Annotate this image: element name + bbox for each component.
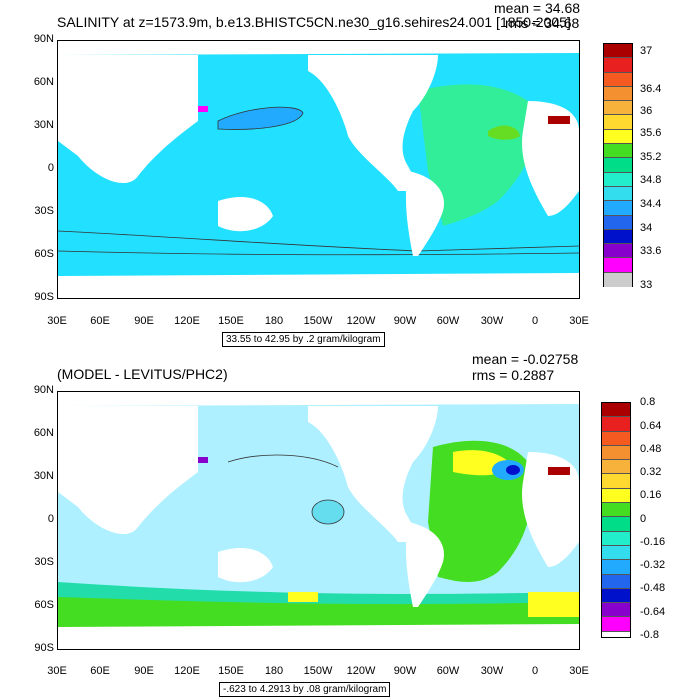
panel2-ytick: 90N bbox=[33, 384, 54, 396]
panel1-y-axis: 90N 60N 30N 0 30S 60S 90S bbox=[18, 33, 54, 303]
panel1-xtick: 120W bbox=[346, 315, 376, 327]
panel2-title: (MODEL - LEVITUS/PHC2) bbox=[57, 366, 228, 382]
panel2-colorbar-label: 0 bbox=[640, 513, 647, 525]
panel1-colorbar-label: 33.6 bbox=[640, 245, 662, 257]
panel1-colorbar-label: 33 bbox=[640, 279, 653, 291]
panel1-ytick: 0 bbox=[47, 162, 54, 174]
panel2-xtick: 0 bbox=[531, 665, 539, 677]
south-america bbox=[405, 171, 444, 256]
panel1-map-svg bbox=[58, 41, 579, 298]
panel2-map-svg bbox=[58, 392, 579, 649]
panel2-ytick: 90S bbox=[34, 642, 54, 654]
panel2-ytick: 30S bbox=[34, 556, 54, 568]
panel2-map bbox=[57, 391, 580, 650]
panel1-colorbar-label: 37 bbox=[640, 45, 653, 57]
arctic-land bbox=[58, 41, 579, 55]
panel2-xtick: 30E bbox=[47, 665, 67, 677]
panel1-mean: mean = 34.68 bbox=[494, 0, 581, 16]
panel1-ytick: 30N bbox=[33, 119, 54, 131]
panel2-xtick: 30E bbox=[569, 665, 589, 677]
panel1-colorbar-label: 34.4 bbox=[640, 198, 662, 210]
panel2-rms: rms = 0.2887 bbox=[472, 367, 555, 383]
panel1-xtick: 150W bbox=[303, 315, 333, 327]
panel2-colorbar-label: -0.64 bbox=[640, 606, 666, 618]
panel2-colorbar bbox=[601, 402, 631, 638]
panel2-range-label: -.623 to 4.2913 by .08 gram/kilogram bbox=[219, 682, 391, 697]
panel2-xtick: 150W bbox=[303, 665, 333, 677]
north-america bbox=[308, 55, 438, 191]
panel1-title: SALINITY at z=1573.9m, b.e13.BHISTC5CN.n… bbox=[57, 14, 571, 30]
panel2-colorbar-label: 0.48 bbox=[640, 443, 662, 455]
panel1-xtick: 60W bbox=[436, 315, 460, 327]
panel2-ytick: 60N bbox=[33, 427, 54, 439]
panel1-xtick: 30W bbox=[480, 315, 504, 327]
panel1-xtick: 150E bbox=[218, 315, 244, 327]
panel2-xtick: 120E bbox=[174, 665, 200, 677]
panel2-y-axis: 90N 60N 30N 0 30S 60S 90S bbox=[18, 384, 54, 654]
panel2-xtick: 60W bbox=[436, 665, 460, 677]
panel2-xtick: 90W bbox=[393, 665, 417, 677]
antarctica bbox=[58, 273, 579, 298]
panel2-colorbar-label: -0.48 bbox=[640, 582, 666, 594]
panel1-colorbar-label: 34.8 bbox=[640, 174, 662, 186]
panel1-xtick: 30E bbox=[569, 315, 589, 327]
panel1-x-axis: 30E 60E 90E 120E 150E 180 150W 120W 90W … bbox=[47, 315, 589, 329]
panel1-ytick: 60N bbox=[33, 76, 54, 88]
panel2-mean: mean = -0.02758 bbox=[472, 351, 579, 367]
panel1-ytick: 60S bbox=[34, 248, 54, 260]
panel2-colorbar-label: 0.8 bbox=[640, 396, 656, 408]
panel2-colorbar-label: -0.8 bbox=[640, 629, 659, 641]
panel1-map bbox=[57, 40, 580, 299]
panel1-rms: rms = 34.68 bbox=[505, 15, 580, 31]
panel1-ytick: 30S bbox=[34, 205, 54, 217]
panel2-colorbar-label: -0.32 bbox=[640, 559, 666, 571]
panel2-x-axis: 30E 60E 90E 120E 150E 180 150W 120W 90W … bbox=[47, 665, 589, 679]
panel2-colorbar-label: -0.16 bbox=[640, 536, 666, 548]
panel2-ytick: 0 bbox=[47, 513, 54, 525]
panel1-xtick: 0 bbox=[531, 315, 539, 327]
atlantic-high-salinity bbox=[418, 84, 537, 226]
panel1-range-label: 33.55 to 42.95 by .2 gram/kilogram bbox=[222, 332, 385, 347]
panel1-colorbar-label: 34 bbox=[640, 222, 653, 234]
australia bbox=[218, 196, 273, 232]
africa bbox=[522, 101, 579, 216]
panel2-xtick: 60E bbox=[90, 665, 110, 677]
panel2-xtick: 90E bbox=[134, 665, 154, 677]
panel2-colorbar-label: 0.32 bbox=[640, 466, 662, 478]
panel1-xtick: 120E bbox=[174, 315, 200, 327]
panel2-ytick: 60S bbox=[34, 599, 54, 611]
panel2-xtick: 30W bbox=[480, 665, 504, 677]
panel1-colorbar-label: 35.2 bbox=[640, 151, 662, 163]
panel1-xtick: 90E bbox=[134, 315, 154, 327]
panel1-xtick: 90W bbox=[393, 315, 417, 327]
panel2-xtick: 120W bbox=[346, 665, 376, 677]
panel2-colorbar-label: 0.64 bbox=[640, 420, 662, 432]
panel2-xtick: 180 bbox=[264, 665, 284, 677]
eurasia bbox=[58, 55, 198, 184]
panel1-colorbar-label: 36 bbox=[640, 105, 653, 117]
panel1-xtick: 30E bbox=[47, 315, 67, 327]
panel1-colorbar-label: 35.6 bbox=[640, 127, 662, 139]
panel1-ytick: 90S bbox=[34, 291, 54, 303]
panel1-colorbar bbox=[603, 43, 633, 287]
panel1-xtick: 60E bbox=[90, 315, 110, 327]
panel1-colorbar-label: 36.4 bbox=[640, 83, 662, 95]
panel2-ytick: 30N bbox=[33, 470, 54, 482]
panel1-ytick: 90N bbox=[33, 33, 54, 45]
panel2-colorbar-label: 0.16 bbox=[640, 489, 662, 501]
panel1-xtick: 180 bbox=[264, 315, 284, 327]
panel2-xtick: 150E bbox=[218, 665, 244, 677]
